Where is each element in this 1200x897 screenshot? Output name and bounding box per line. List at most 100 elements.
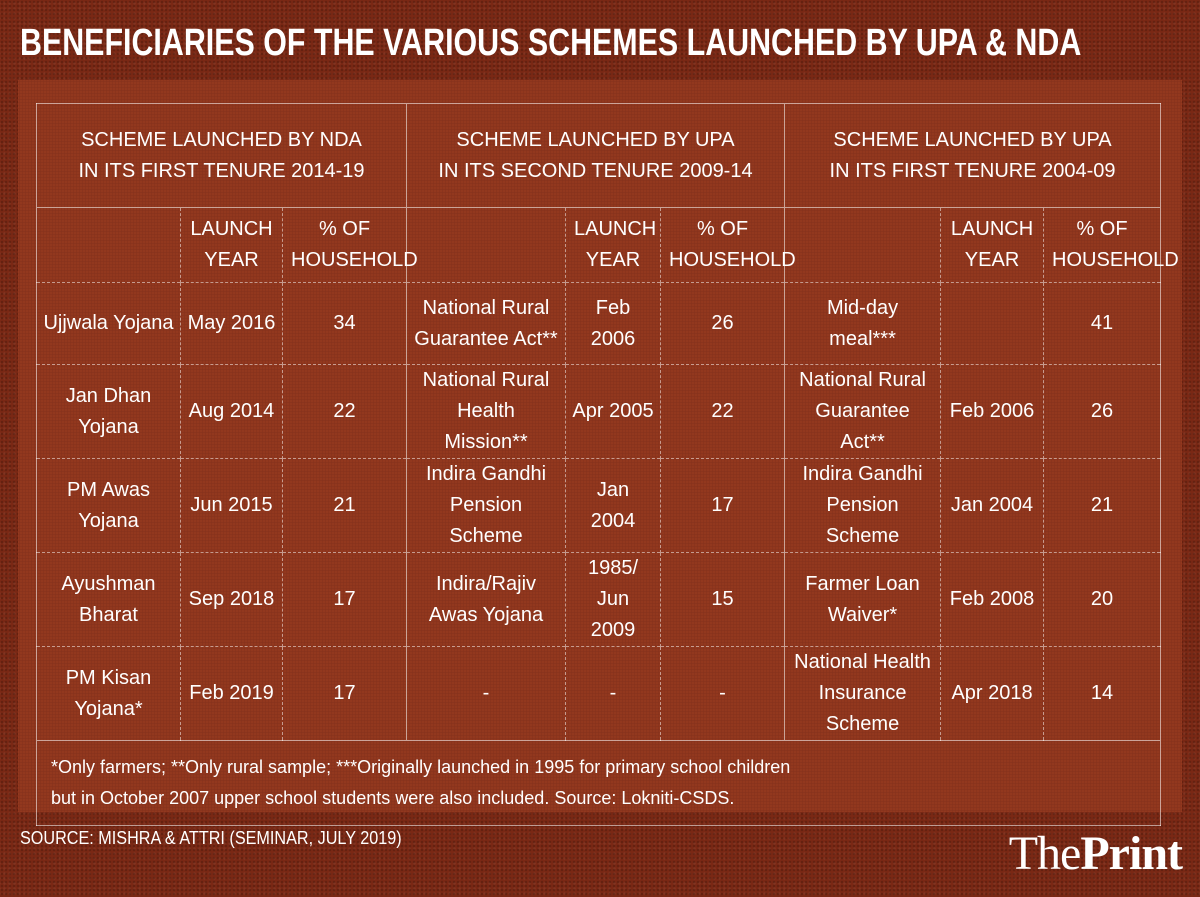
group-header-text: SCHEME LAUNCHED BY NDA: [81, 128, 362, 151]
household-percent-text: 26: [711, 312, 734, 334]
launch-year: Feb 2006: [940, 364, 1044, 459]
scheme-name: National Rural Guarantee Act**: [784, 364, 941, 459]
launch-year-text: Jan 2004: [950, 494, 1034, 516]
scheme-name-text: Ujjwala Yojana: [43, 312, 174, 334]
column-header: % OF HOUSEHOLD: [282, 207, 418, 283]
household-percent: 17: [282, 552, 407, 647]
household-percent-text: 20: [1090, 588, 1114, 610]
launch-year: Feb 2006: [565, 282, 661, 365]
household-percent-text: 22: [333, 400, 356, 422]
launch-year: 1985/ Jun 2009: [565, 552, 661, 647]
household-percent-text: 17: [711, 494, 734, 516]
launch-year: Jan 2004: [940, 458, 1044, 553]
household-percent-text: 34: [333, 312, 356, 334]
scheme-name: Indira Gandhi Pension Scheme: [784, 458, 941, 553]
household-percent: 26: [659, 282, 785, 365]
logo-print: Print: [1080, 827, 1183, 880]
scheme-name: -: [406, 646, 566, 741]
footnote-text: *Only farmers; **Only rural sample; ***O…: [51, 757, 791, 777]
scheme-name: Mid-day meal***: [784, 282, 941, 365]
household-percent: 41: [1043, 282, 1161, 365]
launch-year: Apr 2018: [940, 646, 1044, 741]
column-header: [784, 207, 941, 283]
scheme-name: Indira/Rajiv Awas Yojana: [406, 552, 566, 647]
schemes-table: SCHEME LAUNCHED BY NDA IN ITS FIRST TENUR…: [35, 103, 1179, 826]
scheme-name-text: -: [482, 682, 490, 704]
scheme-name: National Rural Guarantee Act**: [406, 282, 566, 365]
household-percent-text: 17: [333, 682, 356, 704]
launch-year-text: Feb 2006: [949, 400, 1035, 422]
launch-year-text: Apr 2018: [951, 682, 1033, 704]
scheme-name-text: PM Kisan Yojana*: [65, 666, 152, 720]
scheme-name: Jan Dhan Yojana: [36, 364, 181, 459]
launch-year: Sep 2018: [180, 552, 283, 647]
scheme-name-text: Indira/Rajiv Awas Yojana: [428, 572, 544, 626]
launch-year-text: Aug 2014: [188, 400, 275, 422]
page-title: BENEFICIARIES OF THE VARIOUS SCHEMES LAU…: [20, 22, 1082, 64]
column-header: LAUNCH YEAR: [565, 207, 661, 283]
logo-the: The: [1008, 827, 1082, 880]
group-header: SCHEME LAUNCHED BY UPA IN ITS FIRST TENUR…: [784, 103, 1161, 208]
group-header: SCHEME LAUNCHED BY UPA IN ITS SECOND TENU…: [405, 103, 785, 208]
column-header-text: % OF HOUSEHOLD: [1052, 218, 1179, 271]
household-percent-text: 15: [711, 588, 734, 610]
column-header-text: LAUNCH YEAR: [574, 218, 657, 271]
group-header-text: IN ITS FIRST TENURE 2014-19: [78, 159, 365, 182]
column-header: LAUNCH YEAR: [180, 207, 283, 283]
theprint-logo: ThePrint: [1008, 826, 1183, 881]
scheme-name-text: Farmer Loan Waiver*: [805, 572, 920, 626]
scheme-name: Farmer Loan Waiver*: [784, 552, 941, 647]
launch-year: -: [565, 646, 661, 741]
scheme-name: Ayushman Bharat: [36, 552, 181, 647]
column-header: % OF HOUSEHOLD: [1043, 207, 1179, 283]
household-percent: 14: [1043, 646, 1161, 741]
scheme-name-text: National Health Insurance Scheme: [794, 651, 931, 735]
household-percent: 21: [282, 458, 407, 553]
launch-year: Feb 2008: [940, 552, 1044, 647]
launch-year: Feb 2019: [180, 646, 283, 741]
launch-year: May 2016: [180, 282, 283, 365]
column-header-text: LAUNCH YEAR: [190, 218, 273, 271]
household-percent: 15: [659, 552, 785, 647]
household-percent-text: -: [719, 682, 726, 704]
scheme-name: Ujjwala Yojana: [36, 282, 181, 365]
scheme-name: PM Kisan Yojana*: [36, 646, 181, 741]
household-percent: 17: [659, 458, 785, 553]
scheme-name-text: National Rural Guarantee Act**: [414, 296, 558, 350]
table-row: Ujjwala Yojana May 2016 34 National Rural G…: [36, 282, 1161, 365]
group-header-text: IN ITS FIRST TENURE 2004-09: [829, 159, 1116, 182]
household-percent: 17: [282, 646, 407, 741]
household-percent-text: 14: [1090, 682, 1114, 704]
launch-year-text: Jan 2004: [590, 478, 636, 532]
launch-year-text: Feb 2008: [949, 588, 1035, 610]
footnote: *Only farmers; **Only rural sample; ***O…: [35, 740, 1161, 826]
scheme-name: PM Awas Yojana: [36, 458, 181, 553]
scheme-name-text: PM Awas Yojana: [67, 478, 150, 532]
household-percent: 21: [1043, 458, 1161, 553]
launch-year-text: Sep 2018: [188, 588, 275, 610]
table-row: Jan Dhan Yojana Aug 2014 22 National Rural …: [36, 364, 1161, 459]
scheme-name-text: National Rural Health Mission**: [422, 369, 550, 453]
household-percent-text: 26: [1090, 400, 1114, 422]
household-percent-text: 21: [1090, 494, 1114, 516]
column-header: % OF HOUSEHOLD: [659, 207, 796, 283]
table-row: Ayushman Bharat Sep 2018 17 Indira/Rajiv Aw…: [36, 552, 1161, 647]
launch-year: Jan 2004: [565, 458, 661, 553]
household-percent-text: 41: [1090, 312, 1114, 334]
scheme-name-text: Ayushman Bharat: [61, 572, 156, 626]
household-percent: 26: [1043, 364, 1161, 459]
footnote-text: but in October 2007 upper school student…: [51, 788, 735, 808]
launch-year-text: May 2016: [187, 312, 276, 334]
table-row: PM Awas Yojana Jun 2015 21 Indira Gandhi Pe…: [36, 458, 1161, 553]
column-header: [36, 207, 181, 283]
household-percent-text: 17: [333, 588, 356, 610]
scheme-name: National Health Insurance Scheme: [784, 646, 941, 741]
table-row: PM Kisan Yojana* Feb 2019 17 - - - National He…: [36, 646, 1161, 741]
household-percent: -: [659, 646, 785, 741]
household-percent: 22: [282, 364, 407, 459]
household-percent: 22: [659, 364, 785, 459]
household-percent-text: 22: [711, 400, 734, 422]
launch-year-text: Feb 2019: [189, 682, 274, 704]
launch-year: [940, 282, 1044, 365]
launch-year-text: 1985/ Jun 2009: [587, 557, 639, 641]
